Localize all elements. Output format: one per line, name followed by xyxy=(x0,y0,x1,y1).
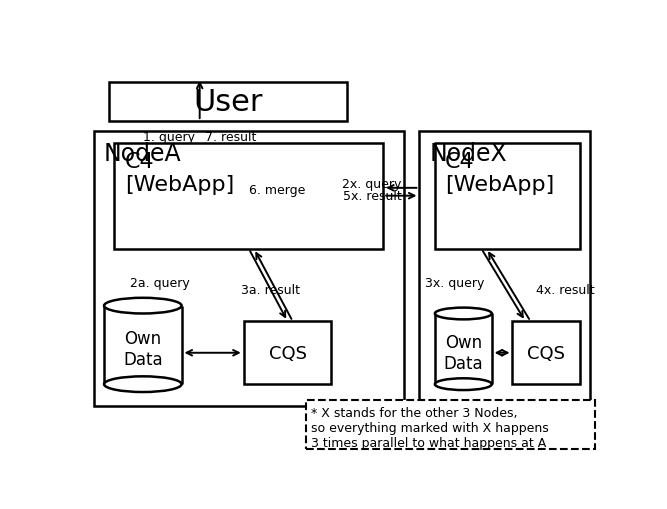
Bar xyxy=(420,132,590,406)
Text: C4
[WebApp]: C4 [WebApp] xyxy=(125,151,234,194)
Text: C4
[WebApp]: C4 [WebApp] xyxy=(446,151,554,194)
Bar xyxy=(104,306,181,384)
Ellipse shape xyxy=(104,377,181,392)
Bar xyxy=(435,144,580,249)
Text: Own
Data: Own Data xyxy=(123,330,163,369)
Bar xyxy=(512,322,580,384)
Bar xyxy=(243,322,331,384)
Text: * X stands for the other 3 Nodes,
so everything marked with X happens
3 times pa: * X stands for the other 3 Nodes, so eve… xyxy=(311,406,548,449)
Text: NodeA: NodeA xyxy=(104,142,181,165)
Bar xyxy=(93,132,404,406)
Text: 6. merge: 6. merge xyxy=(249,184,305,197)
Bar xyxy=(115,144,383,249)
Ellipse shape xyxy=(435,379,492,390)
Text: 3a. result: 3a. result xyxy=(241,284,300,297)
Text: 7. result: 7. result xyxy=(205,131,256,144)
Text: Own
Data: Own Data xyxy=(444,333,483,372)
Text: User: User xyxy=(193,88,263,117)
Text: 2a. query: 2a. query xyxy=(129,276,189,289)
Text: CQS: CQS xyxy=(269,344,307,362)
Bar xyxy=(305,400,595,449)
Text: 1. query: 1. query xyxy=(143,131,195,144)
Ellipse shape xyxy=(435,308,492,320)
Bar xyxy=(109,82,347,122)
Text: 5x. result: 5x. result xyxy=(343,190,402,203)
Text: 3x. query: 3x. query xyxy=(425,276,484,289)
Ellipse shape xyxy=(104,298,181,314)
Bar xyxy=(435,314,492,384)
Text: 2x. query: 2x. query xyxy=(342,178,402,191)
Text: 4x. result: 4x. result xyxy=(536,284,594,297)
Text: CQS: CQS xyxy=(527,344,565,362)
Text: NodeX: NodeX xyxy=(430,142,508,165)
